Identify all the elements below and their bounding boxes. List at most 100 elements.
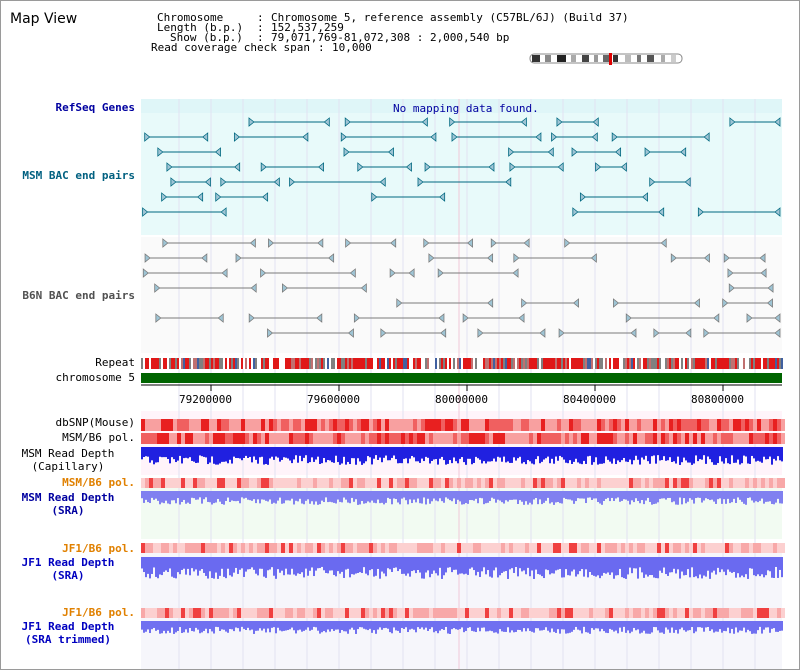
repeat-segment [691,358,693,369]
jf1-b6-pol-cell [393,543,397,553]
repeat-segment [745,358,747,369]
jf1-depth-trimmed-bar [389,621,391,633]
jf1-b6-pol-cell [761,543,765,553]
msm-depth-sra-bar [363,491,365,504]
msm-depth-capillary-bar [261,447,263,457]
jf1-depth-trimmed-bar [245,621,247,631]
jf1-depth-sra-bar [661,557,663,573]
msm-depth-sra-bar [637,491,639,502]
axis-tick-label: 80000000 [435,393,488,406]
repeat-segment [187,358,189,369]
b6n-bac-end-marker [462,313,469,323]
msm-b6-pol-2-cell [313,478,317,488]
msm-depth-capillary-bar [773,447,775,459]
msm-bac-end-marker [344,117,351,127]
dbsnp-cell [321,419,325,431]
jf1-depth-trimmed-bar [667,621,669,630]
msm-b6-pol-cell [317,433,321,444]
jf1-depth-trimmed-bar [583,621,585,627]
msm-b6-pol-2-cell [389,478,393,488]
repeat-segment [257,358,259,369]
dbsnp-cell [717,419,721,431]
msm-depth-capillary-bar [381,447,383,463]
msm-b6-pol-cell [449,433,453,444]
msm-b6-pol-2-cell [701,478,705,488]
msm-b6-pol-cell [193,433,197,444]
repeat-segment [475,358,477,369]
msm-depth-capillary-bar [311,447,313,458]
msm-depth-sra-bar [635,491,637,499]
msm-depth-sra-bar [439,491,441,499]
jf1-b6-pol-cell [229,543,233,553]
repeat-segment [379,358,381,369]
msm-depth-sra-bar [151,491,153,498]
repeat-segment [589,358,591,369]
jf1-b6-pol-cell [741,543,745,553]
msm-depth-capillary-bar [663,447,665,457]
msm-b6-pol-cell [233,433,237,444]
jf1-depth-trimmed-bar [297,621,299,631]
msm-b6-pol-2-cell [429,478,433,488]
msm-depth-capillary-bar [347,447,349,462]
msm-depth-capillary-bar [313,447,315,462]
repeat-segment [357,358,359,369]
msm-b6-pol-cell [189,433,193,444]
jf1-b6-pol-cell [261,543,265,553]
msm-depth-sra-bar [663,491,665,499]
jf1-depth-sra-bar [373,557,375,577]
msm-b6-pol-cell [257,433,261,444]
repeat-segment [171,358,173,369]
msm-depth-capillary-bar [673,447,675,462]
jf1-b6-pol-2-cell [241,608,245,618]
jf1-b6-pol-cell [153,543,157,553]
msm-depth-capillary-bar [715,447,717,465]
jf1-depth-sra-bar [231,557,233,577]
jf1-depth-sra-bar [589,557,591,572]
chromosome-ideogram[interactable] [529,53,685,65]
msm-depth-sra-bar [643,491,645,505]
msm-depth-sra-bar [175,491,177,504]
msm-depth-capillary-bar [191,447,193,461]
jf1-b6-pol-2-cell [297,608,301,618]
msm-depth-sra-bar [589,491,591,498]
jf1-b6-pol-2-cell [385,608,389,618]
jf1-depth-sra-bar [607,557,609,573]
msm-depth-capillary-bar [693,447,695,464]
msm-depth-sra-bar [333,491,335,503]
jf1-depth-trimmed-bar [745,621,747,633]
jf1-depth-sra-bar [655,557,657,579]
repeat-segment [327,358,329,369]
msm-b6-pol-2-cell [509,478,513,488]
repeat-segment [621,358,623,369]
jf1-b6-pol-cell [409,543,413,553]
repeat-segment [279,358,281,369]
repeat-segment [491,358,493,369]
jf1-depth-sra-bar [347,557,349,569]
msm-depth-sra-bar [205,491,207,498]
jf1-b6-pol-cell [421,543,425,553]
repeat-segment [229,358,231,369]
msm-depth-capillary-bar [427,447,429,458]
jf1-depth-sra-bar [151,557,153,574]
msm-depth-sra-bar [273,491,275,503]
msm-b6-pol-2-cell [341,478,345,488]
b6n-bac-end-marker [746,313,753,323]
repeat-segment [645,358,647,369]
jf1-b6-pol-2-cell [233,608,237,618]
jf1-depth-sra-bar [399,557,401,570]
jf1-b6-pol-2-cell [413,608,417,618]
msm-depth-capillary-bar [607,447,609,460]
repeat-segment [369,358,371,369]
repeat-segment [775,358,777,369]
jf1-depth-trimmed-bar [689,621,691,631]
msm-b6-pol-2-cell [381,478,385,488]
msm-b6-pol-2-cell [709,478,713,488]
dbsnp-cell [441,419,445,431]
jf1-b6-pol-2-cell [461,608,465,618]
b6n-bac-end-marker [703,253,710,263]
msm-bac-end-marker [357,162,364,172]
jf1-depth-sra-bar [321,557,323,567]
msm-depth-sra-bar [539,491,541,500]
jf1-b6-pol-cell [605,543,609,553]
